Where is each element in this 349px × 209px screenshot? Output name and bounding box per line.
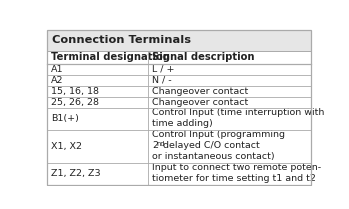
Text: delayed C/O contact: delayed C/O contact (161, 141, 260, 150)
Text: 2: 2 (152, 141, 158, 150)
Text: L / +: L / + (152, 65, 174, 74)
Text: B1(+): B1(+) (51, 114, 79, 123)
Text: A2: A2 (51, 76, 64, 85)
Text: 15, 16, 18: 15, 16, 18 (51, 87, 99, 96)
Text: A1: A1 (51, 65, 64, 74)
Text: N / -: N / - (152, 76, 172, 85)
Text: or instantaneous contact): or instantaneous contact) (152, 152, 275, 161)
FancyBboxPatch shape (47, 86, 311, 97)
Text: Changeover contact: Changeover contact (152, 98, 248, 107)
FancyBboxPatch shape (47, 97, 311, 108)
Text: Z1, Z2, Z3: Z1, Z2, Z3 (51, 169, 101, 178)
Text: 25, 26, 28: 25, 26, 28 (51, 98, 99, 107)
Text: nd: nd (156, 141, 165, 147)
FancyBboxPatch shape (47, 30, 311, 51)
Text: Terminal designation: Terminal designation (51, 52, 170, 62)
Text: Signal description: Signal description (152, 52, 254, 62)
Text: Control Input (programming: Control Input (programming (152, 130, 285, 139)
Text: Changeover contact: Changeover contact (152, 87, 248, 96)
FancyBboxPatch shape (47, 130, 311, 163)
FancyBboxPatch shape (47, 75, 311, 86)
FancyBboxPatch shape (47, 51, 311, 64)
Text: Control Input (time interruption with: Control Input (time interruption with (152, 108, 325, 117)
FancyBboxPatch shape (47, 163, 311, 185)
Text: time adding): time adding) (152, 119, 213, 128)
Text: Connection Terminals: Connection Terminals (52, 35, 191, 45)
Text: Input to connect two remote poten-: Input to connect two remote poten- (152, 163, 321, 172)
FancyBboxPatch shape (47, 108, 311, 130)
Text: X1, X2: X1, X2 (51, 142, 82, 151)
FancyBboxPatch shape (47, 64, 311, 75)
Text: tiometer for time setting t1 and t2: tiometer for time setting t1 and t2 (152, 174, 316, 183)
